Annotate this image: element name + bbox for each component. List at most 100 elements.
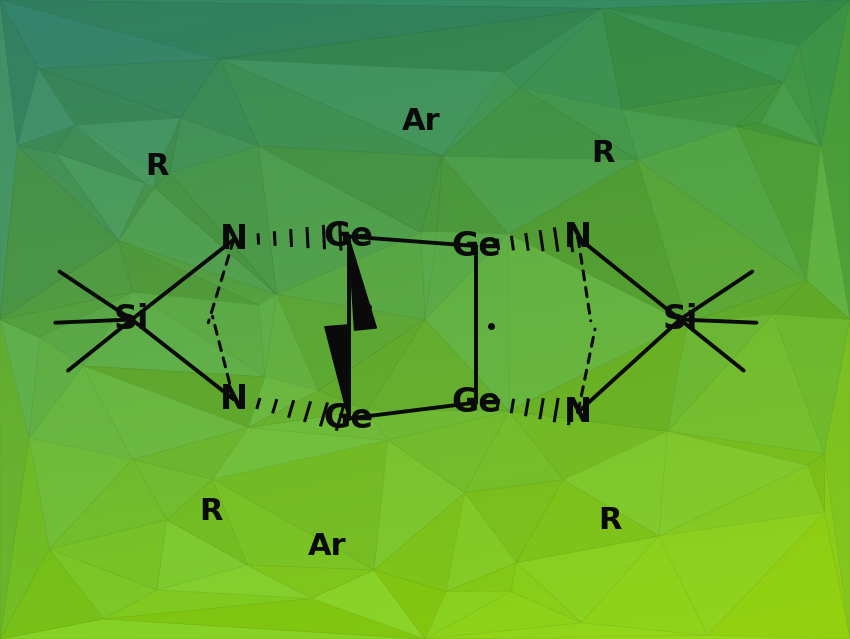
Polygon shape (602, 8, 798, 82)
Polygon shape (276, 233, 425, 320)
Polygon shape (104, 590, 311, 619)
Polygon shape (509, 323, 687, 431)
Polygon shape (276, 295, 425, 390)
Polygon shape (220, 59, 442, 156)
Text: N: N (564, 396, 592, 429)
Polygon shape (0, 549, 104, 639)
Polygon shape (446, 562, 517, 592)
Polygon shape (798, 0, 850, 146)
Polygon shape (367, 320, 509, 411)
Polygon shape (0, 0, 602, 59)
Text: N: N (564, 221, 592, 254)
Text: N: N (219, 383, 248, 416)
Polygon shape (167, 479, 247, 565)
Polygon shape (503, 8, 602, 88)
Polygon shape (0, 0, 220, 68)
Polygon shape (0, 0, 850, 8)
Polygon shape (212, 427, 388, 479)
Polygon shape (155, 173, 276, 295)
Polygon shape (248, 390, 367, 427)
Polygon shape (425, 235, 509, 411)
Polygon shape (808, 454, 824, 512)
Polygon shape (0, 0, 18, 320)
Polygon shape (520, 8, 622, 109)
Polygon shape (442, 72, 520, 156)
Polygon shape (667, 314, 824, 454)
Polygon shape (659, 466, 824, 536)
Polygon shape (442, 88, 638, 160)
Text: Ge: Ge (324, 402, 373, 435)
Polygon shape (157, 565, 311, 598)
Polygon shape (821, 0, 850, 320)
Polygon shape (425, 591, 511, 639)
Polygon shape (55, 125, 145, 183)
Polygon shape (259, 295, 276, 377)
Polygon shape (180, 59, 258, 146)
Polygon shape (736, 127, 821, 281)
Polygon shape (421, 231, 437, 320)
Polygon shape (145, 173, 156, 187)
Polygon shape (773, 314, 850, 454)
Polygon shape (622, 109, 736, 160)
Polygon shape (49, 549, 157, 619)
Polygon shape (388, 411, 509, 493)
Polygon shape (761, 82, 821, 146)
Polygon shape (18, 125, 75, 153)
Polygon shape (437, 156, 508, 235)
Polygon shape (118, 241, 259, 305)
Polygon shape (509, 411, 667, 480)
Polygon shape (374, 493, 465, 592)
Text: R: R (145, 151, 169, 181)
Polygon shape (38, 59, 220, 118)
Polygon shape (258, 146, 421, 295)
Polygon shape (622, 82, 784, 127)
Polygon shape (0, 320, 39, 438)
Text: Si: Si (114, 303, 150, 336)
Polygon shape (319, 320, 425, 410)
Polygon shape (0, 320, 29, 639)
Polygon shape (517, 480, 659, 562)
Polygon shape (581, 536, 707, 635)
Polygon shape (425, 635, 850, 639)
Polygon shape (667, 314, 773, 431)
Polygon shape (773, 281, 850, 320)
Polygon shape (348, 236, 377, 330)
Polygon shape (564, 431, 667, 536)
Text: R: R (598, 506, 622, 535)
Polygon shape (442, 156, 638, 235)
Polygon shape (75, 118, 180, 173)
Polygon shape (425, 591, 581, 639)
Polygon shape (0, 241, 133, 320)
Polygon shape (707, 512, 850, 639)
Polygon shape (55, 153, 145, 241)
Polygon shape (39, 292, 133, 366)
Polygon shape (29, 438, 133, 549)
Polygon shape (83, 366, 248, 459)
Polygon shape (465, 480, 564, 562)
Polygon shape (0, 292, 133, 337)
Polygon shape (508, 235, 687, 411)
Polygon shape (638, 127, 807, 281)
Polygon shape (511, 562, 581, 623)
Polygon shape (155, 173, 170, 187)
Polygon shape (446, 493, 517, 592)
Text: Ar: Ar (308, 532, 347, 561)
Polygon shape (157, 520, 247, 590)
Polygon shape (118, 187, 276, 295)
Polygon shape (18, 146, 118, 241)
Polygon shape (784, 45, 821, 146)
Polygon shape (425, 231, 508, 320)
Text: Si: Si (662, 303, 698, 336)
Polygon shape (248, 410, 388, 440)
Polygon shape (824, 320, 850, 639)
Polygon shape (83, 366, 265, 427)
Polygon shape (247, 565, 374, 598)
Polygon shape (425, 623, 707, 639)
Polygon shape (325, 325, 348, 419)
Polygon shape (520, 88, 638, 160)
Polygon shape (687, 281, 807, 323)
Polygon shape (156, 118, 180, 173)
Polygon shape (104, 598, 425, 639)
Polygon shape (638, 160, 807, 323)
Polygon shape (29, 337, 83, 438)
